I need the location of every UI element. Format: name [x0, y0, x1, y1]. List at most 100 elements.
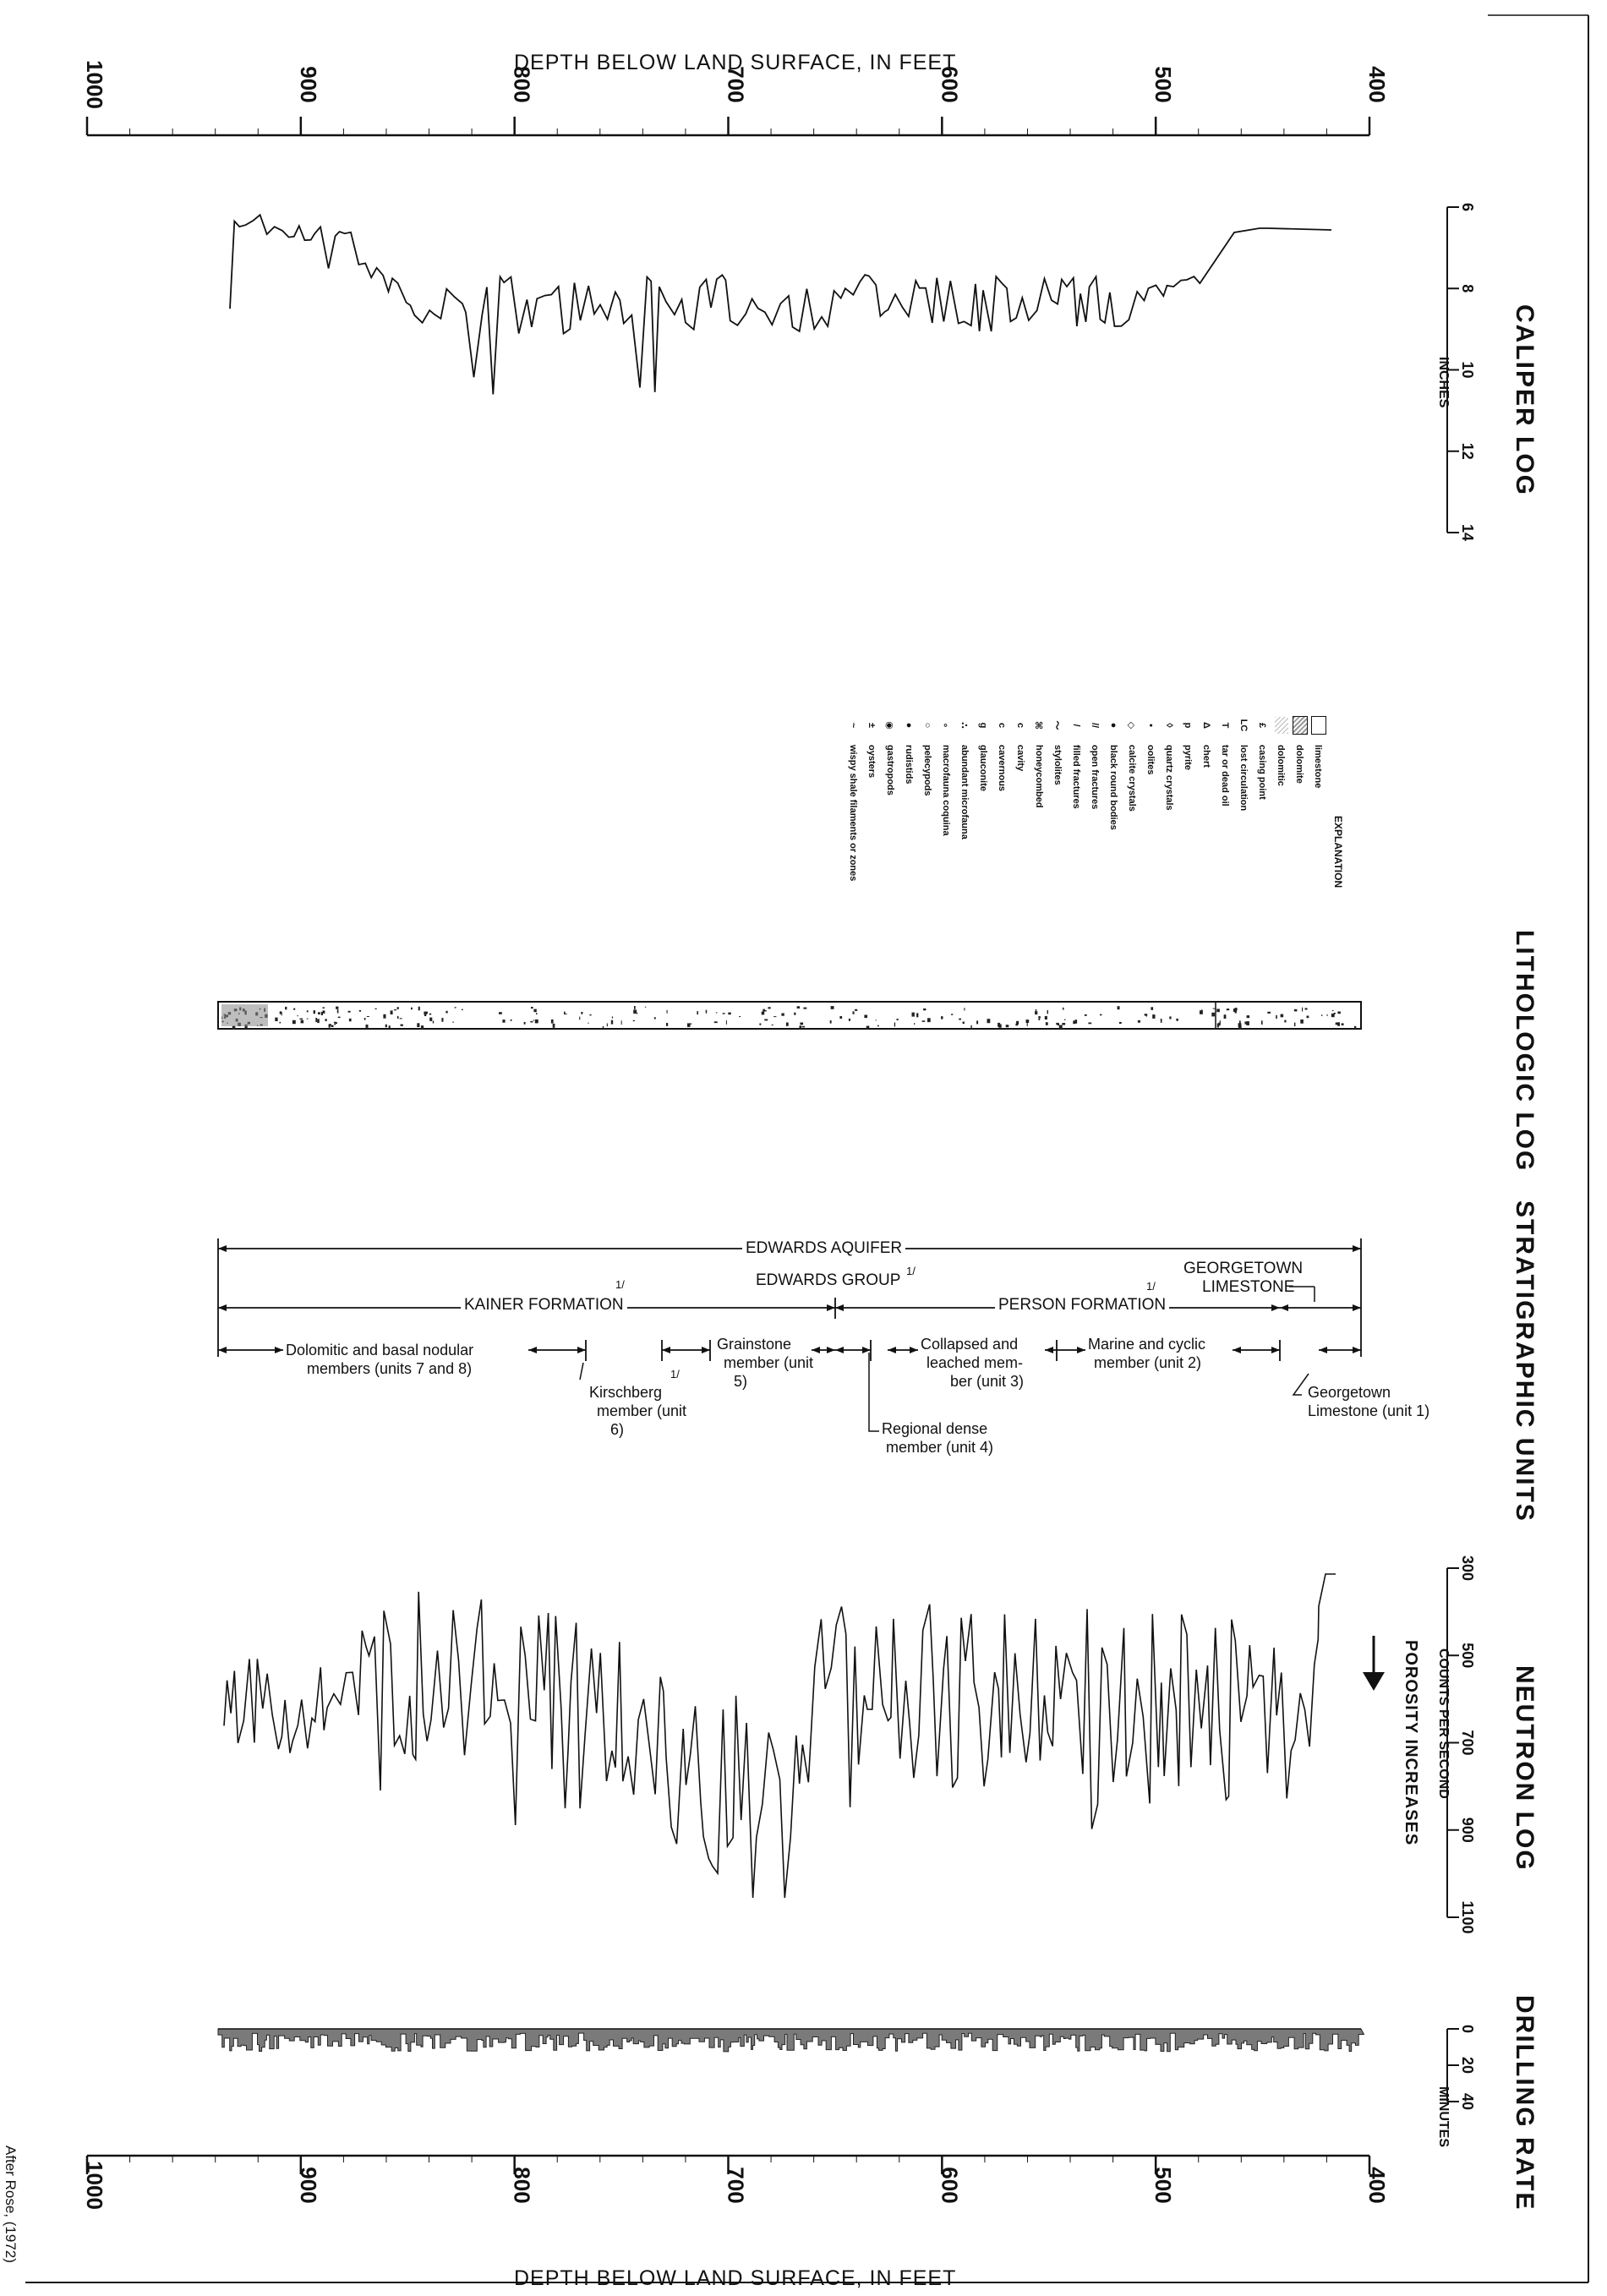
lithology-mark: [400, 1024, 403, 1026]
legend-symbol: ●: [904, 722, 914, 729]
kainer-formation-bar-arrow-left: [218, 1304, 227, 1311]
lithology-mark: [552, 1023, 555, 1028]
lithology-mark: [1326, 1014, 1328, 1016]
lithology-mark: [1280, 1014, 1284, 1018]
lithology-mark: [335, 1022, 337, 1024]
collapsed-marine-bar-arrow-left: [1045, 1347, 1053, 1353]
legend-symbol: T: [1220, 722, 1230, 729]
georgetown-unit-label-2: Limestone (unit 1): [1308, 1402, 1430, 1419]
lithology-mark: [336, 1009, 339, 1014]
lithology-mark: [794, 1012, 796, 1015]
lithology-mark: [536, 1013, 538, 1015]
lithology-mark: [1038, 1016, 1041, 1019]
legend-symbol: Δ: [1201, 722, 1211, 729]
lithology-mark: [318, 1012, 320, 1014]
edwards-aquifer-bar-arrow-left: [218, 1245, 227, 1252]
kainer-formation-bar-arrow-right: [827, 1304, 835, 1311]
lithology-mark: [385, 1024, 387, 1028]
lithology-mark: [322, 1010, 325, 1014]
depth-axis-title-top: DEPTH BELOW LAND SURFACE, IN FEET: [514, 51, 957, 74]
depth-tick-label-top: 600: [937, 66, 962, 102]
collapsed-leached-label-1: Collapsed and: [918, 1336, 1021, 1353]
lithology-mark: [1341, 1023, 1344, 1025]
lithologic-log-strip: [217, 1001, 1362, 1030]
legend-label: cavernous: [997, 745, 1007, 792]
lithology-mark: [1218, 1022, 1221, 1026]
lithology-mark: [365, 1025, 369, 1028]
georgetown-unit-bar-arrow-right: [1353, 1347, 1361, 1353]
caliper-scale-label: 12: [1459, 443, 1476, 460]
lithology-mark: [432, 1020, 435, 1024]
lithology-mark: [610, 1020, 614, 1025]
lithology-mark: [1216, 1009, 1220, 1013]
lithology-mark: [1219, 1020, 1221, 1025]
lithology-mark: [759, 1023, 762, 1025]
lithology-mark: [864, 1014, 867, 1019]
legend-symbol: [1273, 714, 1289, 736]
legend-symbol: ∘: [940, 722, 951, 729]
lithology-mark: [764, 1010, 767, 1012]
legend-item: ± oysters: [862, 714, 881, 1052]
legend-label: limestone: [1313, 745, 1323, 789]
lithology-mark: [336, 1006, 339, 1009]
lithology-mark: [1223, 1014, 1227, 1019]
lithology-mark: [894, 1022, 896, 1027]
depth-tick-label-bottom: 1000: [82, 2161, 107, 2210]
lithology-mark: [383, 1014, 386, 1019]
lithology-mark: [964, 1008, 965, 1011]
neutron-log-trace: [223, 1573, 1336, 1899]
lithology-mark: [713, 1021, 718, 1024]
legend-symbol: ●: [1108, 722, 1118, 729]
regional-bar-arrow-right: [862, 1347, 871, 1353]
depth-tick-label-bottom: 400: [1364, 2167, 1390, 2203]
marine-cyclic-label-1: Marine and cyclic: [1085, 1336, 1209, 1353]
lithology-mark: [1294, 1022, 1296, 1026]
neutron-scale-label: 700: [1459, 1730, 1476, 1755]
lithology-mark: [830, 1006, 834, 1009]
lithology-mark: [1244, 1021, 1248, 1025]
lithology-mark: [589, 1014, 592, 1016]
lithology-mark: [322, 1007, 325, 1009]
legend-item: g glauconite: [974, 714, 992, 1052]
lithology-mark: [1063, 1007, 1064, 1010]
legend-symbol: /: [1071, 724, 1081, 727]
lithology-mark: [1058, 1025, 1063, 1030]
lithology-mark: [1074, 1020, 1078, 1024]
georgetown-top-bar-arrow-right: [1353, 1304, 1361, 1311]
legend-label: dolomitic: [1276, 745, 1286, 786]
lithology-mark: [337, 1016, 341, 1019]
kirschberg-label-2: member (unit: [597, 1402, 687, 1419]
lithology-mark: [1216, 1023, 1219, 1028]
legend-symbol: g: [978, 722, 988, 729]
footnote-mark-kirschberg: 1/: [670, 1368, 680, 1380]
legend-symbol: ±: [866, 722, 877, 729]
lithology-mark: [1038, 1018, 1041, 1020]
lithology-mark: [530, 1020, 533, 1023]
lithology-mark: [1276, 1014, 1277, 1020]
lithology-mark: [454, 1007, 456, 1009]
legend-label: oysters: [866, 745, 877, 779]
lithology-mark: [866, 1025, 870, 1030]
lithology-mark: [602, 1025, 604, 1029]
lithology-mark: [1137, 1020, 1140, 1023]
lithology-mark: [951, 1014, 954, 1015]
lithology-mark: [441, 1018, 444, 1022]
legend-item: / filled fractures: [1067, 714, 1085, 1052]
legend-label: black round bodies: [1108, 745, 1118, 830]
legend-symbol: £: [1257, 722, 1267, 729]
lithology-mark: [722, 1013, 725, 1014]
lithology-mark: [1062, 1023, 1066, 1025]
kirschberg-grainstone-bar-arrow-left: [662, 1347, 670, 1353]
legend-item: dolomite: [1290, 714, 1309, 1052]
lithology-mark: [1100, 1014, 1102, 1016]
lithology-mark: [363, 1018, 366, 1020]
legend-symbol: [1291, 714, 1309, 736]
lithology-mark: [366, 1016, 369, 1017]
depth-tick-label-top: 800: [510, 66, 535, 102]
lithology-mark: [393, 1009, 397, 1011]
lithology-mark: [1226, 1009, 1230, 1011]
lithology-mark: [461, 1009, 463, 1010]
georgetown-unit-label-1: Georgetown: [1308, 1384, 1391, 1401]
collapsed-leached-label-2: leached mem-: [926, 1354, 1024, 1371]
lithology-mark: [232, 1025, 236, 1030]
